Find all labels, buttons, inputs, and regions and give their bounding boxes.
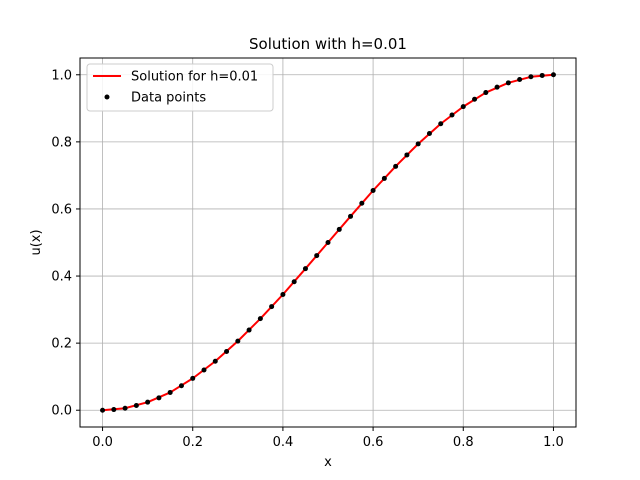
data-point xyxy=(178,383,184,389)
data-point xyxy=(381,175,387,181)
x-tick-label: 0.4 xyxy=(273,435,294,450)
data-point xyxy=(415,141,421,147)
data-point xyxy=(201,367,207,373)
data-point xyxy=(235,338,241,344)
y-tick-label: 1.0 xyxy=(51,68,72,83)
data-point xyxy=(505,80,511,86)
data-point xyxy=(348,213,354,219)
data-point xyxy=(517,76,523,82)
data-point xyxy=(472,96,478,102)
data-point xyxy=(483,90,489,96)
data-point xyxy=(325,240,331,245)
x-tick-label: 0.0 xyxy=(92,435,113,450)
data-point xyxy=(291,279,297,285)
data-point xyxy=(111,407,117,413)
legend-label-data-points: Data points xyxy=(131,91,206,106)
y-tick-label: 0.2 xyxy=(51,337,72,352)
data-point xyxy=(370,188,376,193)
data-point xyxy=(145,399,151,405)
data-point xyxy=(224,349,230,355)
data-point xyxy=(336,226,342,232)
tick-layer: 0.0 0.2 0.4 0.6 0.8 1.0 0.0 0.2 0.4 0.6 0.8 1.0 xyxy=(51,68,563,450)
data-point xyxy=(460,104,466,110)
axes-frame xyxy=(79,57,577,428)
data-point xyxy=(156,395,162,401)
data-point xyxy=(190,375,196,381)
y-axis-label: u(x) xyxy=(29,229,44,255)
data-point xyxy=(449,112,455,118)
data-point xyxy=(550,72,556,78)
data-point xyxy=(100,407,106,413)
data-point xyxy=(133,403,139,409)
y-tick-label: 0.6 xyxy=(51,202,72,217)
data-point xyxy=(246,327,252,333)
y-tick-label: 0.8 xyxy=(51,135,72,150)
legend-box xyxy=(86,63,274,112)
data-point xyxy=(122,405,128,411)
x-tick-label: 0.8 xyxy=(453,435,474,450)
data-point xyxy=(494,84,500,90)
data-point xyxy=(269,304,275,310)
legend-dot-swatch xyxy=(104,94,110,100)
x-tick-label: 1.0 xyxy=(543,435,564,450)
data-point xyxy=(528,74,534,80)
y-tick-label: 0.0 xyxy=(51,404,72,419)
data-point xyxy=(257,316,263,322)
data-point xyxy=(212,358,218,364)
data-point xyxy=(359,200,365,206)
data-point xyxy=(280,292,286,297)
data-point xyxy=(314,253,320,259)
x-tick-label: 0.2 xyxy=(182,435,203,450)
grid-layer xyxy=(80,58,576,427)
y-tick-label: 0.4 xyxy=(51,270,72,285)
data-point xyxy=(167,389,173,395)
data-point xyxy=(393,163,399,169)
data-point xyxy=(539,72,545,78)
legend-label-solution: Solution for h=0.01 xyxy=(131,70,258,85)
data-point xyxy=(302,266,308,272)
data-point xyxy=(438,121,444,127)
data-point xyxy=(404,152,410,158)
chart-title: Solution with h=0.01 xyxy=(249,35,407,53)
x-tick-label: 0.6 xyxy=(363,435,384,450)
legend: Solution for h=0.01 Data points xyxy=(86,63,274,112)
data-point xyxy=(426,130,432,136)
x-axis-label: x xyxy=(324,455,332,470)
plot-layer xyxy=(100,72,556,413)
